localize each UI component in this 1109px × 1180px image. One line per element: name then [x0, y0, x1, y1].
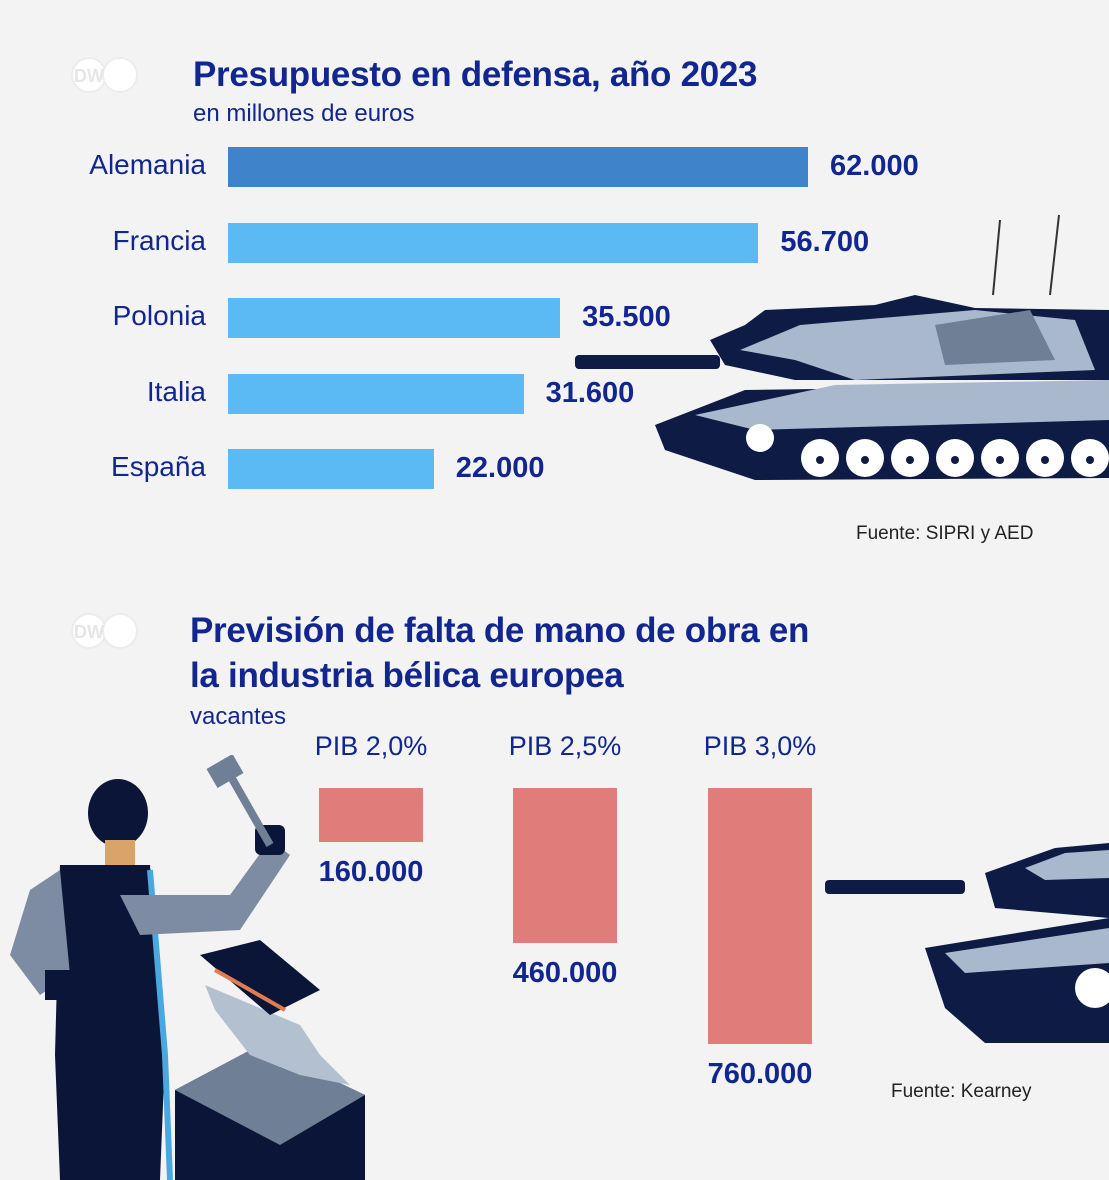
chart2-title-line1: Previsión de falta de mano de obra en [190, 611, 810, 650]
chart1-subtitle: en millones de euros [193, 100, 415, 127]
chart2-subtitle: vacantes [190, 703, 287, 730]
dw-logo-text: DW [74, 66, 104, 86]
value-label: 31.600 [545, 376, 635, 409]
value-label: 35.500 [582, 301, 671, 333]
category-label: PIB 2,5% [508, 731, 622, 761]
category-label: España [111, 451, 206, 482]
dw-logo: DW [70, 612, 138, 649]
tank-illustration [575, 214, 1109, 480]
category-label: Polonia [112, 300, 206, 331]
value-label: 460.000 [512, 956, 618, 989]
value-label: 22.000 [455, 452, 545, 484]
chart1-source: Fuente: SIPRI y AED [856, 523, 1034, 544]
chart2-source: Fuente: Kearney [891, 1081, 1032, 1102]
bar [319, 788, 423, 842]
bar [513, 788, 617, 943]
category-label: Francia [112, 224, 206, 256]
value-label: 62.000 [830, 150, 919, 182]
category-label: Alemania [89, 149, 206, 180]
bar [228, 298, 561, 338]
chart1-title: Presupuesto en defensa, año 2023 [193, 55, 758, 94]
bar [708, 788, 812, 1044]
category-label: PIB 2,0% [314, 731, 428, 761]
bar [228, 449, 434, 489]
bar [228, 147, 808, 187]
chart2-title-line2: la industria bélica europea [190, 656, 624, 695]
dw-logo: DW [70, 56, 138, 93]
blacksmith-illustration [10, 755, 365, 1180]
bar [228, 373, 524, 414]
dw-logo-text: DW [74, 622, 104, 642]
tank-illustration-2 [825, 843, 1109, 1043]
category-label: PIB 3,0% [703, 731, 817, 761]
value-label: 160.000 [318, 855, 424, 888]
value-label: 56.700 [780, 225, 870, 258]
value-label: 760.000 [707, 1058, 813, 1090]
bar [228, 222, 759, 263]
category-label: Italia [146, 375, 206, 407]
